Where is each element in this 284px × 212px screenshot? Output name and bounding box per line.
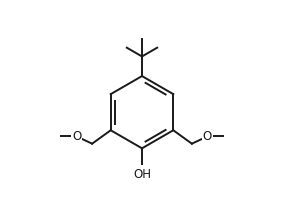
Text: O: O (72, 130, 81, 143)
Text: O: O (203, 130, 212, 143)
Text: OH: OH (133, 167, 151, 181)
